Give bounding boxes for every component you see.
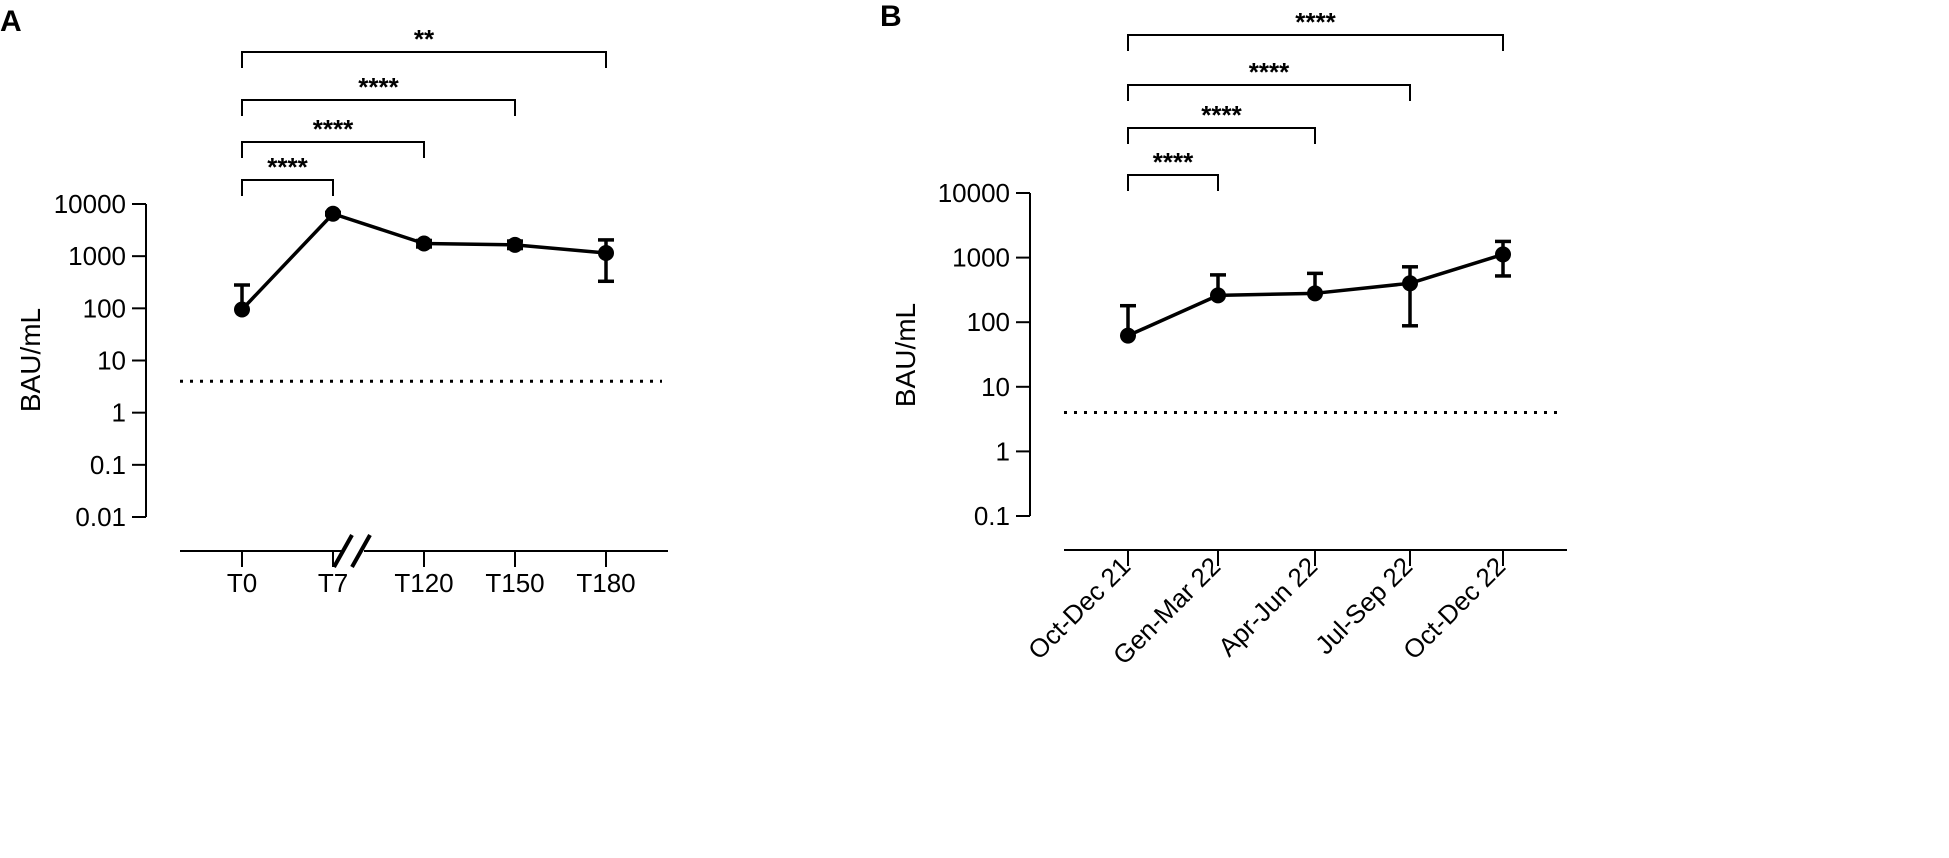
significance-label: **** — [1153, 147, 1194, 177]
data-point — [234, 301, 250, 318]
panel-b-y-axis-label: BAU/mL — [890, 303, 921, 407]
data-point — [1402, 275, 1418, 292]
axis-break-mark — [350, 534, 372, 568]
y-tick-label: 10 — [97, 346, 126, 376]
y-tick-label: 100 — [83, 293, 126, 323]
panel-b-letter: B — [880, 0, 902, 33]
y-tick-label: 1 — [112, 398, 126, 428]
x-tick-label: T0 — [227, 568, 257, 598]
significance-bracket — [1127, 174, 1219, 191]
significance-label: **** — [1201, 100, 1242, 130]
significance-bracket — [1127, 127, 1316, 144]
data-point — [325, 205, 341, 222]
data-point — [1120, 327, 1136, 344]
y-tick-label: 10000 — [54, 189, 126, 219]
y-tick-label: 0.1 — [90, 450, 126, 480]
panel-a-x-axis: T0 T7 T120 T150 T180 — [180, 534, 668, 598]
panel-b-series — [1120, 239, 1511, 344]
panel-b-comparisons: **************** — [1127, 7, 1504, 191]
x-tick-label: Oct-Dec 22 — [1397, 551, 1511, 665]
significance-label: **** — [358, 72, 399, 102]
significance-bracket — [241, 141, 425, 158]
significance-bracket — [241, 179, 334, 196]
significance-label: **** — [1249, 57, 1290, 87]
panel-a-y-axis-label: BAU/mL — [15, 308, 46, 412]
y-tick-label: 0.01 — [75, 502, 126, 532]
data-point — [416, 235, 432, 252]
y-tick-label: 0.1 — [974, 501, 1010, 531]
axis-break-mark — [332, 534, 354, 568]
y-tick-label: 1000 — [68, 241, 126, 271]
data-point — [1495, 246, 1511, 263]
panel-a: A BAU/mL 10000 1000 100 10 1 0.1 0.01 T0 T7 T120… — [0, 5, 668, 598]
panel-a-comparisons: ************** — [241, 24, 607, 196]
panel-b-y-axis: 10000 1000 100 10 1 0.1 — [938, 178, 1031, 531]
significance-label: ** — [414, 24, 435, 54]
x-tick-label: T150 — [485, 568, 544, 598]
series-line — [240, 212, 607, 311]
y-tick-label: 1 — [996, 436, 1010, 466]
significance-label: **** — [1295, 7, 1336, 37]
significance-bracket — [241, 99, 516, 116]
significance-label: **** — [267, 152, 308, 182]
panel-b: B BAU/mL 10000 1000 100 10 1 0.1 Oct-Dec 21Ge… — [880, 0, 1567, 670]
y-tick-label: 10000 — [938, 178, 1010, 208]
y-tick-label: 100 — [967, 307, 1010, 337]
y-tick-label: 10 — [981, 372, 1010, 402]
x-tick-label: Apr-Jun 22 — [1212, 551, 1323, 662]
panel-a-letter: A — [0, 5, 22, 38]
data-point — [1210, 287, 1226, 304]
x-tick-label: T120 — [394, 568, 453, 598]
significance-label: **** — [313, 114, 354, 144]
y-tick-label: 1000 — [952, 243, 1010, 273]
significance-bracket — [1127, 84, 1411, 101]
data-point — [1307, 285, 1323, 302]
x-tick-label: T180 — [576, 568, 635, 598]
data-point — [507, 236, 523, 253]
significance-bracket — [241, 51, 607, 68]
significance-bracket — [1127, 34, 1504, 51]
panel-a-series — [234, 205, 614, 318]
panel-a-y-axis: 10000 1000 100 10 1 0.1 0.01 — [54, 189, 147, 532]
x-tick-label: T7 — [318, 568, 348, 598]
data-point — [598, 245, 614, 262]
